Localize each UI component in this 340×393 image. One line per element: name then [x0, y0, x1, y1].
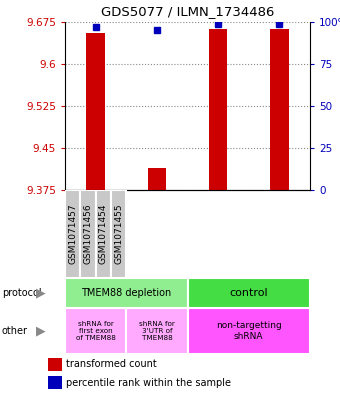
Text: control: control [230, 288, 268, 298]
Bar [65, 278, 187, 308]
Bar [126, 308, 187, 354]
Text: ▶: ▶ [36, 325, 46, 338]
Text: non-targetting
shRNA: non-targetting shRNA [216, 321, 282, 341]
Bar [96, 190, 111, 278]
Text: percentile rank within the sample: percentile rank within the sample [66, 378, 231, 387]
Bar [111, 190, 126, 278]
Text: ▶: ▶ [36, 286, 46, 299]
Bar [148, 167, 166, 190]
Bar [86, 33, 105, 190]
Bar [80, 190, 96, 278]
Text: protocol: protocol [2, 288, 41, 298]
Bar [48, 358, 62, 371]
Bar [65, 190, 80, 278]
Bar [187, 278, 310, 308]
Text: shRNA for
first exon
of TMEM88: shRNA for first exon of TMEM88 [76, 321, 116, 341]
Text: shRNA for
3'UTR of
TMEM88: shRNA for 3'UTR of TMEM88 [139, 321, 175, 341]
Bar [187, 308, 310, 354]
Text: other: other [2, 326, 28, 336]
Title: GDS5077 / ILMN_1734486: GDS5077 / ILMN_1734486 [101, 5, 274, 18]
Text: GSM1071456: GSM1071456 [83, 204, 92, 264]
Bar [209, 29, 227, 190]
Bar [48, 376, 62, 389]
Text: TMEM88 depletion: TMEM88 depletion [81, 288, 171, 298]
Text: GSM1071454: GSM1071454 [99, 204, 108, 264]
Text: GSM1071455: GSM1071455 [114, 204, 123, 264]
Text: GSM1071457: GSM1071457 [68, 204, 77, 264]
Bar [270, 29, 289, 190]
Bar [65, 308, 126, 354]
Text: transformed count: transformed count [66, 359, 157, 369]
